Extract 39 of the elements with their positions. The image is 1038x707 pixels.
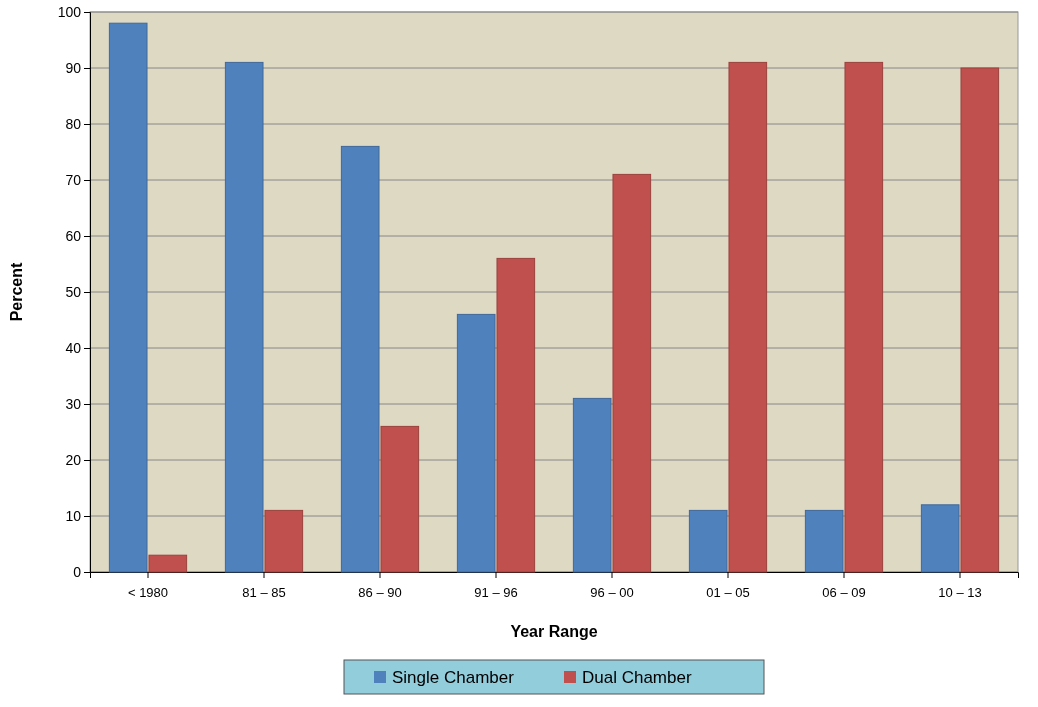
y-tick-label: 20	[65, 451, 82, 468]
bar	[456, 313, 496, 573]
x-tick-label: < 1980	[127, 584, 169, 600]
y-tick-label: 40	[65, 339, 82, 356]
y-tick-label: 30	[65, 395, 82, 412]
bar	[728, 61, 768, 573]
y-tick-label: 100	[57, 3, 82, 20]
bar	[688, 509, 728, 573]
bar	[148, 554, 188, 573]
y-tick-label: 10	[65, 507, 82, 524]
legend-label: Dual Chamber	[582, 667, 692, 687]
bar	[844, 61, 884, 573]
bar	[496, 257, 536, 573]
bar	[224, 61, 264, 573]
y-axis-title: Percent	[8, 261, 25, 322]
bar	[572, 397, 612, 573]
y-tick-label: 90	[65, 59, 82, 76]
x-tick-label: 96 – 00	[590, 584, 634, 600]
bar	[108, 22, 148, 573]
legend-label: Single Chamber	[392, 667, 515, 687]
y-tick-label: 60	[65, 227, 82, 244]
bar	[340, 145, 380, 573]
x-tick-label: 91 – 96	[474, 584, 518, 600]
y-tick-label: 70	[65, 171, 82, 188]
bar	[960, 67, 1000, 573]
x-tick-label: 81 – 85	[242, 584, 286, 600]
y-tick-label: 50	[65, 283, 82, 300]
x-tick-label: 06 – 09	[822, 584, 866, 600]
y-tick-label: 0	[73, 563, 82, 580]
x-axis-title: Year Range	[510, 623, 598, 640]
bar	[804, 509, 844, 573]
y-tick-label: 80	[65, 115, 82, 132]
bar	[920, 504, 960, 573]
bar	[612, 173, 652, 573]
x-tick-label: 01 – 05	[706, 584, 750, 600]
x-tick-label: 86 – 90	[358, 584, 402, 600]
x-tick-label: 10 – 13	[938, 584, 982, 600]
bar	[264, 509, 304, 573]
bar	[380, 425, 420, 573]
